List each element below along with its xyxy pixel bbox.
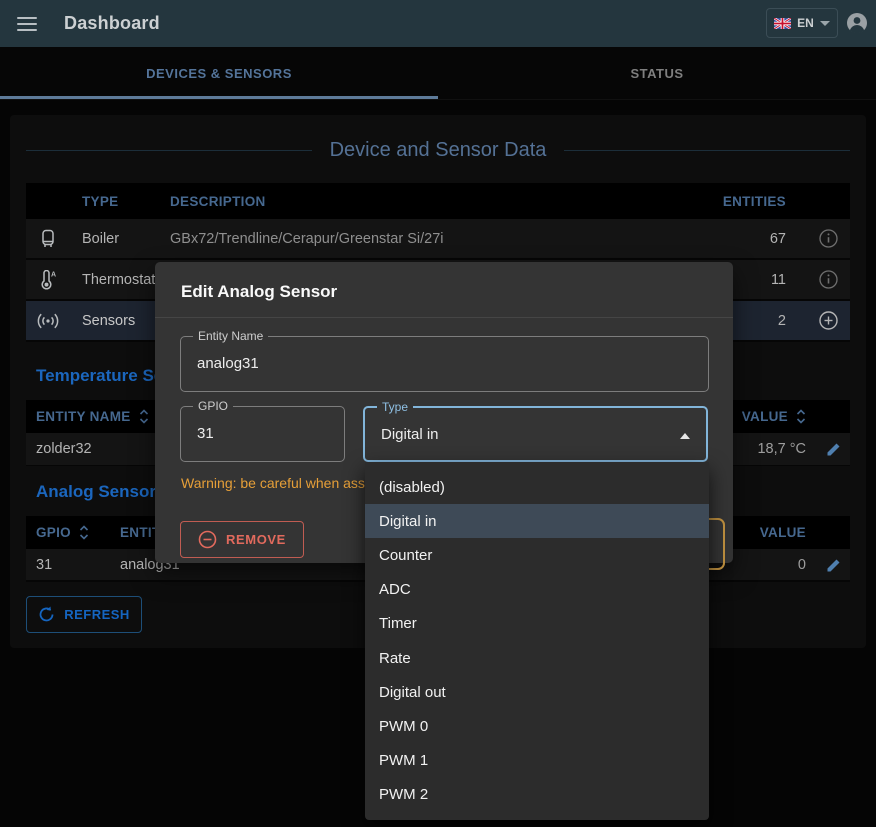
menu-item-timer[interactable]: Timer [379,615,417,633]
table-row-boiler[interactable]: Boiler GBx72/Trendline/Cerapur/Greenstar… [26,219,850,260]
entity-name-label: Entity Name [193,329,269,343]
col-value: VALUE [759,525,806,540]
menu-item-disabled[interactable]: (disabled) [379,478,445,496]
section-divider-heading: Device and Sensor Data [26,139,851,162]
col-value: VALUE [741,409,788,424]
uk-flag-icon [774,17,792,29]
device-description: GBx72/Trendline/Cerapur/Greenstar Si/27i [170,230,444,247]
refresh-button[interactable]: REFRESH [26,596,142,633]
menu-item-rate[interactable]: Rate [379,649,411,667]
gpio-field[interactable]: GPIO 31 [180,399,345,462]
device-type: Sensors [82,312,136,329]
type-selected-value: Digital in [381,426,439,443]
sort-icon[interactable] [796,409,806,424]
type-label: Type [377,400,414,414]
type-dropdown-menu: (disabled) Digital in Counter ADC Timer … [365,462,709,820]
entity-name-input[interactable]: analog31 [197,355,259,372]
boiler-icon [26,229,70,249]
menu-item-pwm0[interactable]: PWM 0 [379,718,429,736]
menu-item-digital-out[interactable]: Digital out [379,683,446,701]
entity-name-field[interactable]: Entity Name analog31 [180,329,709,392]
gpio-label: GPIO [193,399,234,413]
menu-item-digital-in[interactable]: Digital in [365,504,709,539]
type-select[interactable]: Type Digital in [363,400,708,462]
language-code: EN [797,16,814,30]
col-entities: ENTITIES [722,193,786,209]
sort-icon[interactable] [139,409,149,424]
sort-icon[interactable] [79,525,89,540]
tab-devices-sensors[interactable]: DEVICES & SENSORS [0,47,438,99]
menu-item-pwm1[interactable]: PWM 1 [379,752,429,770]
card-heading: Device and Sensor Data [329,139,547,161]
devices-table-header: TYPE DESCRIPTION ENTITIES [26,183,850,219]
entity-name: zolder32 [36,441,92,457]
menu-item-counter[interactable]: Counter [379,547,433,564]
sensor-value: 0 [797,556,806,573]
chevron-up-icon [680,433,690,439]
menu-icon[interactable] [17,16,37,31]
add-circle-icon[interactable] [819,311,838,330]
dialog-title: Edit Analog Sensor [155,262,733,318]
remove-button[interactable]: REMOVE [180,521,304,558]
language-selector[interactable]: EN [766,8,838,38]
gpio-input[interactable]: 31 [197,425,214,442]
page-title: Dashboard [64,13,160,33]
info-icon[interactable] [819,229,838,248]
svg-text:A: A [51,271,56,278]
sensors-icon [26,313,70,329]
edit-pencil-icon[interactable] [826,441,842,457]
col-type: TYPE [82,193,119,209]
refresh-label: REFRESH [64,607,130,622]
device-entities: 11 [770,271,786,288]
analog-sensors-heading: Analog Sensors [36,482,166,501]
device-type: Thermostat [82,271,156,288]
remove-circle-icon [198,530,217,549]
menu-item-pwm2[interactable]: PWM 2 [379,786,429,804]
device-type: Boiler [82,230,120,247]
device-entities: 2 [777,312,786,329]
gpio-number: 31 [36,556,53,573]
remove-label: REMOVE [226,532,286,547]
warning-text: Warning: be careful when assig [181,475,376,491]
col-entity-name: ENTITY NAME [36,409,131,424]
refresh-icon [38,606,55,623]
col-gpio: GPIO [36,525,71,540]
menu-item-adc[interactable]: ADC [379,581,411,599]
tab-bar: DEVICES & SENSORS STATUS [0,47,876,100]
device-entities: 67 [769,230,786,247]
chevron-down-icon [819,20,830,26]
user-avatar[interactable] [846,12,868,34]
info-icon[interactable] [819,270,838,289]
top-app-bar: Dashboard EN [0,0,876,47]
sensor-value: 18,7 °C [757,441,806,457]
tab-status[interactable]: STATUS [630,65,684,81]
edit-pencil-icon[interactable] [826,557,842,573]
col-description: DESCRIPTION [170,193,266,209]
thermostat-icon: A [26,269,70,290]
